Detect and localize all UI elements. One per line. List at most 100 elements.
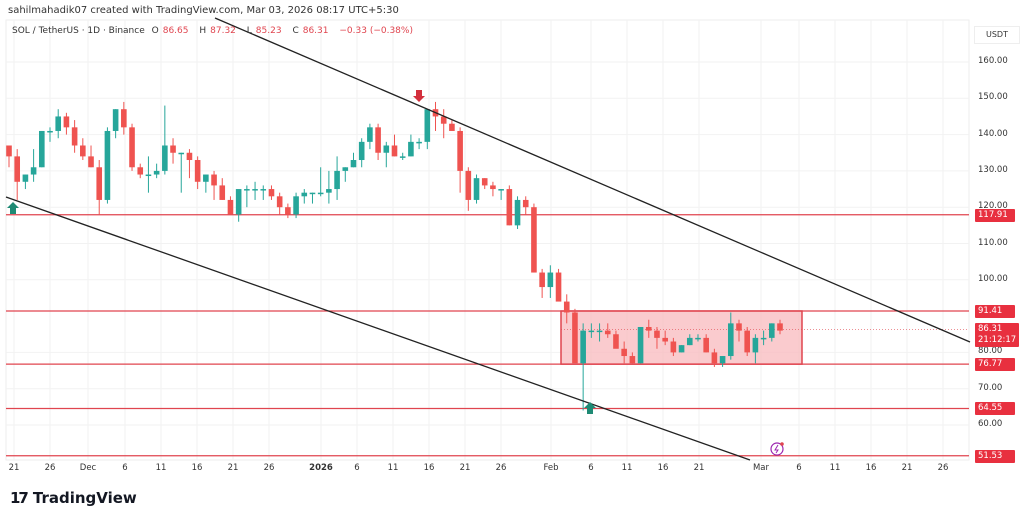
time-tick: 16 <box>423 463 435 473</box>
tradingview-logo-icon: 17 <box>10 489 29 507</box>
candle-body <box>301 192 308 197</box>
candle-body <box>399 156 406 158</box>
candle-body <box>572 312 578 364</box>
candle-body <box>703 337 709 353</box>
candle-body <box>613 334 619 349</box>
notification-dot-icon <box>780 442 784 446</box>
candle-body <box>481 178 488 186</box>
price-tick: 60.00 <box>978 419 1003 429</box>
candle-body <box>637 326 644 364</box>
candle-body <box>293 196 299 215</box>
candle-body <box>408 141 414 157</box>
candle-body <box>137 167 144 175</box>
chart-credit: sahilmahadik07 created with TradingView.… <box>8 5 399 16</box>
flash-icon <box>774 444 779 454</box>
price-level-label: 51.53 <box>975 449 1015 463</box>
candle-body <box>6 145 12 157</box>
candle-body <box>203 174 209 182</box>
candle-body <box>63 116 70 128</box>
time-tick: 6 <box>354 463 360 473</box>
price-tick: 140.00 <box>978 128 1008 139</box>
candle-body <box>367 127 373 142</box>
time-tick: 26 <box>495 463 507 473</box>
candle-body <box>186 152 193 161</box>
candle-body <box>30 167 37 175</box>
candle-body <box>96 167 103 200</box>
time-tick: 11 <box>155 463 167 473</box>
candle-body <box>358 141 365 161</box>
candle-body <box>449 123 455 131</box>
candle-body <box>752 337 759 353</box>
time-tick: 26 <box>937 463 949 473</box>
candle-body <box>170 145 176 153</box>
candle-body <box>760 337 767 340</box>
time-tick: Feb <box>543 463 559 473</box>
candle-body <box>522 199 529 208</box>
up-arrow-icon <box>584 402 596 414</box>
candle-body <box>621 348 627 357</box>
candle-body <box>719 356 726 364</box>
candle-body <box>416 141 422 144</box>
candle-body <box>678 345 685 353</box>
candle-body <box>424 109 431 142</box>
candle-body <box>768 323 775 338</box>
chart-canvas[interactable] <box>0 0 1024 480</box>
open-value: O 86.65 <box>151 26 189 36</box>
candle-body <box>227 199 234 215</box>
candle-body <box>596 330 603 333</box>
price-tick: 100.00 <box>978 273 1008 284</box>
candle-body <box>145 174 152 177</box>
time-tick: 6 <box>122 463 128 473</box>
candle-body <box>112 109 119 131</box>
price-axis-unit[interactable]: USDT <box>974 26 1020 44</box>
candle-body <box>285 207 291 215</box>
price-tick: 80.00 <box>978 346 1003 357</box>
candle-body <box>391 145 398 157</box>
candle-body <box>440 116 447 124</box>
price-tick: 160.00 <box>978 56 1008 66</box>
symbol-name[interactable]: SOL / TetherUS · 1D · Binance <box>12 26 145 36</box>
time-tick: 21 <box>459 463 471 473</box>
trendline <box>214 17 971 343</box>
candle-body <box>375 127 381 153</box>
time-tick: 21 <box>901 463 913 473</box>
candle-body <box>14 156 21 182</box>
change-value: −0.33 (−0.38%) <box>339 26 413 36</box>
close-value: C 86.31 <box>292 26 329 36</box>
candle-body <box>260 189 267 191</box>
candle-body <box>531 207 537 273</box>
symbol-legend[interactable]: SOL / TetherUS · 1D · Binance O 86.65 H 87… <box>12 26 417 36</box>
time-tick: 16 <box>657 463 669 473</box>
candle-body <box>457 130 463 171</box>
candle-body <box>71 127 78 146</box>
candle-body <box>555 272 562 302</box>
candle-body <box>88 156 94 168</box>
candle-body <box>506 189 513 226</box>
candle-body <box>342 167 349 171</box>
plot-border <box>5 19 970 461</box>
trendline <box>5 196 751 461</box>
price-tick: 110.00 <box>978 237 1008 248</box>
price-tick: 120.00 <box>978 201 1008 212</box>
candle-body <box>47 130 53 133</box>
candle-body <box>498 189 504 191</box>
candle-body <box>178 152 185 155</box>
candle-body <box>276 196 283 208</box>
candle-body <box>194 160 201 182</box>
candle-body <box>736 323 742 331</box>
candle-body <box>219 185 226 200</box>
time-tick: 16 <box>865 463 877 473</box>
candle-body <box>604 330 611 335</box>
time-tick: 11 <box>387 463 399 473</box>
candle-body <box>645 326 652 331</box>
candle-body <box>547 272 554 288</box>
candle-body <box>350 160 357 168</box>
candle-body <box>563 301 570 313</box>
candle-body <box>22 174 29 182</box>
candle-body <box>211 174 217 186</box>
time-tick: 21 <box>8 463 20 473</box>
low-value: L 85.23 <box>246 26 282 36</box>
time-tick: 26 <box>44 463 56 473</box>
candle-body <box>121 109 127 128</box>
price-tick: 130.00 <box>978 164 1008 175</box>
